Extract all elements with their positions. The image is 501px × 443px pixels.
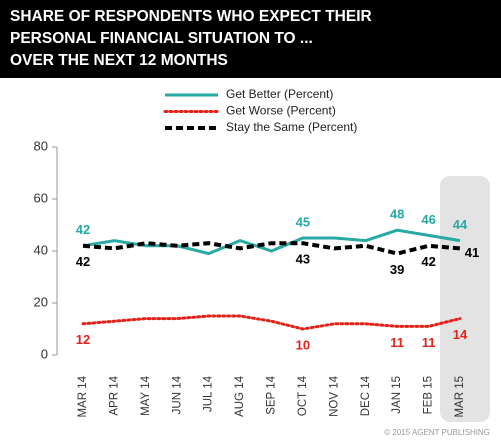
value-label: 11 — [422, 335, 436, 350]
value-label: 48 — [390, 207, 404, 222]
y-tick-label: 0 — [41, 346, 48, 361]
value-label: 45 — [296, 214, 310, 229]
x-tick-label: NOV 14 — [328, 375, 340, 417]
value-label: 41 — [465, 245, 479, 260]
value-label: 44 — [453, 217, 468, 232]
legend-label: Get Worse (Percent) — [226, 104, 336, 118]
x-tick-label: MAR 14 — [77, 375, 89, 417]
x-tick-label: MAR 15 — [454, 376, 466, 418]
chart-title: SHARE OF RESPONDENTS WHO EXPECT THEIR — [10, 8, 372, 25]
x-tick-label: APR 14 — [108, 375, 120, 415]
highlight — [440, 176, 490, 422]
value-label: 10 — [296, 337, 310, 352]
value-label: 14 — [453, 327, 468, 342]
value-label: 12 — [76, 332, 90, 347]
x-tick-label: OCT 14 — [297, 375, 309, 416]
x-tick-label: MAY 14 — [140, 375, 152, 415]
value-label: 46 — [421, 212, 435, 227]
chart-title: OVER THE NEXT 12 MONTHS — [10, 52, 228, 69]
title-band — [0, 0, 501, 78]
x-tick-label: JUL 14 — [203, 375, 215, 412]
x-tick-label: JAN 15 — [391, 376, 403, 414]
x-tick-label: FEB 15 — [423, 376, 435, 414]
series-line — [81, 314, 462, 331]
legend-label: Stay the Same (Percent) — [226, 120, 357, 134]
x-tick-label: AUG 14 — [234, 375, 246, 417]
series-line — [82, 241, 461, 256]
x-tick-label: SEP 14 — [266, 375, 278, 414]
chart-title: PERSONAL FINANCIAL SITUATION TO ... — [10, 30, 313, 47]
y-tick-label: 40 — [34, 242, 48, 257]
y-tick-label: 20 — [34, 294, 48, 309]
y-tick-label: 60 — [34, 190, 48, 205]
x-tick-label: DEC 14 — [360, 375, 372, 416]
x-tick-label: JUN 14 — [171, 375, 183, 414]
value-label: 42 — [76, 254, 90, 269]
value-label: 39 — [390, 262, 404, 277]
value-label: 42 — [76, 222, 90, 237]
value-label: 43 — [296, 252, 310, 267]
legend-label: Get Better (Percent) — [226, 87, 333, 101]
value-label: 11 — [390, 335, 404, 350]
series-line — [82, 228, 461, 256]
value-label: 42 — [421, 254, 435, 269]
footer: © 2015 AGENT PUBLISHING — [384, 428, 490, 437]
y-tick-label: 80 — [34, 138, 48, 153]
